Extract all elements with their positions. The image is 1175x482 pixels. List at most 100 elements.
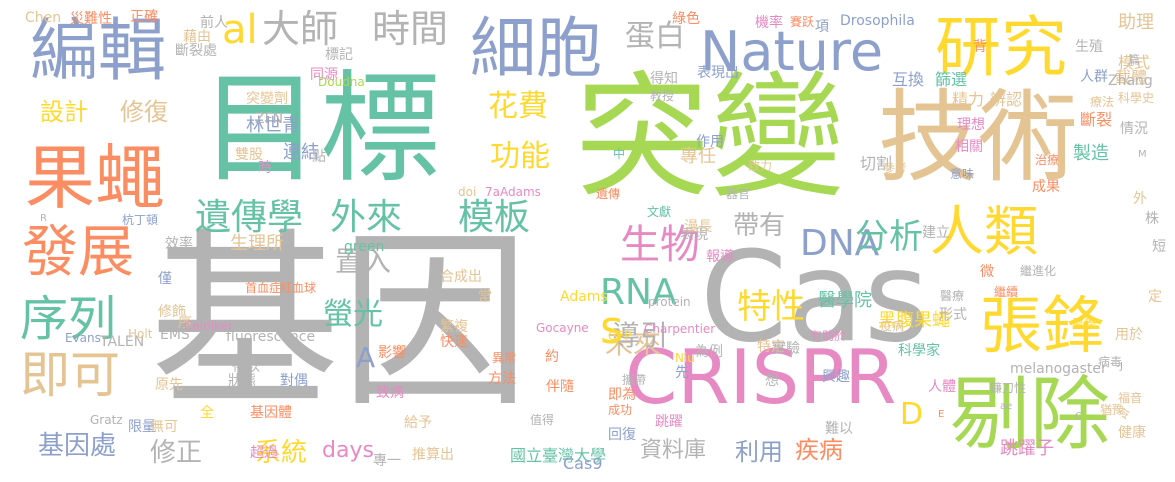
word-2: 技術 (878, 79, 1078, 196)
word-192: 篇 (1128, 53, 1141, 67)
word-174: 微 (980, 264, 994, 280)
word-90: 機率 (755, 15, 783, 31)
word-184: 疫病 (880, 319, 905, 333)
word-119: 跳躍 (655, 414, 683, 430)
word-96: 為例 (695, 344, 723, 360)
word-185: 病毒 (1098, 355, 1123, 369)
word-89: 載體 (1115, 68, 1148, 87)
word-187: 7aAdams (485, 185, 541, 199)
word-81: 推算出 (412, 447, 454, 463)
word-154: 有助於 (810, 329, 847, 343)
word-64: 繁複 (440, 319, 468, 335)
word-21: 時間 (372, 7, 449, 51)
word-98: 實驗 (772, 341, 800, 357)
word-175: 外 (1133, 191, 1147, 207)
word-138: 遺傳 (596, 187, 621, 201)
word-165: 科學史 (1118, 91, 1155, 105)
word-1: 突變 (575, 59, 845, 216)
word-5: 剔除 (950, 368, 1110, 461)
word-182: 紅血球 (280, 281, 317, 295)
word-78: 全 (200, 405, 214, 421)
word-169: 教授 (650, 89, 675, 103)
word-112: 僅 (158, 271, 172, 287)
word-41: 花費 (488, 89, 548, 124)
word-163: 情況 (1120, 121, 1148, 137)
word-193: M (1138, 149, 1147, 160)
word-147: Chen (25, 10, 62, 26)
word-69: Adams (560, 289, 608, 305)
word-94: 表現出 (697, 65, 739, 81)
word-82: 專一 (373, 453, 401, 469)
word-40: 修復 (120, 98, 168, 126)
word-159: 人群 (1080, 69, 1108, 85)
word-142: Charpentier (644, 322, 716, 336)
word-176: 株 (1145, 211, 1159, 227)
word-121: 成功 (608, 403, 633, 417)
word-15: 序列 (20, 291, 117, 347)
word-53: Drosophila (840, 13, 915, 29)
word-148: 災難性 (70, 11, 112, 27)
word-85: 篩選 (935, 70, 968, 89)
word-158: 健康 (1118, 425, 1146, 441)
word-150: 難以 (825, 421, 853, 437)
word-105: 致病 (376, 385, 404, 401)
word-43: 帶有 (733, 211, 786, 241)
word-170: 繼續 (994, 285, 1019, 299)
word-172: 背 (973, 39, 987, 55)
word-0: 基因 (150, 212, 531, 433)
word-198: ae (1000, 401, 1013, 412)
word-70: ZFN (255, 111, 284, 127)
word-168: 療法 (1090, 95, 1115, 109)
word-48: D (900, 397, 924, 432)
word-45: al (222, 7, 258, 53)
word-52: 跳躍子 (1000, 438, 1054, 459)
word-104: 伴隨 (546, 379, 574, 395)
word-157: 令 (1118, 407, 1131, 421)
word-102: 想 (765, 373, 779, 389)
word-54: 專任 (680, 146, 716, 167)
word-8: 細胞 (470, 10, 602, 87)
word-143: Celniker (184, 319, 233, 333)
word-115: green (344, 239, 385, 255)
word-9: CRISPR (625, 333, 897, 421)
word-113: 效率 (165, 236, 193, 252)
word-61: 突變劑 (246, 91, 288, 107)
word-114: 序 (178, 315, 192, 331)
word-164: 成果 (1032, 179, 1060, 195)
word-139: 中 (613, 147, 626, 161)
word-137: 文獻 (647, 205, 672, 219)
word-155: 人體 (928, 379, 956, 395)
word-140: Doudna (318, 75, 365, 89)
word-179: 醫療 (940, 289, 965, 303)
word-106: 影響 (378, 345, 406, 361)
word-28: 未來 (605, 327, 662, 360)
word-93: 得知 (650, 71, 678, 87)
word-73: fluorescence (226, 329, 316, 345)
word-171: 生殖 (1075, 39, 1103, 55)
word-30: 螢光 (323, 297, 383, 332)
word-111: 無可 (150, 419, 178, 435)
word-134: 器官 (726, 187, 751, 201)
word-33: 系統 (255, 438, 308, 468)
word-190: 猶豫 (1100, 403, 1125, 417)
word-18: 模板 (458, 197, 531, 238)
word-136: 致力 (748, 159, 773, 173)
word-124: 給予 (404, 415, 432, 431)
word-123: 值得 (530, 413, 555, 427)
word-152: 先 (675, 365, 689, 381)
word-46: s (600, 301, 624, 354)
word-122: 回復 (608, 427, 636, 443)
word-92: 綠色 (672, 11, 700, 27)
word-65: 快速 (440, 334, 468, 350)
word-80: 超過 (250, 445, 278, 461)
word-37: 利用 (735, 438, 783, 466)
word-32: 修正 (150, 438, 203, 468)
word-145: Holt (128, 327, 153, 341)
word-156: 福音 (1118, 391, 1143, 405)
word-27: RNA (600, 272, 677, 313)
word-35: 資料庫 (640, 438, 707, 463)
word-10: 張鋒 (980, 289, 1105, 362)
word-167: 醫學 (1072, 317, 1097, 331)
word-132: 表現 (680, 227, 708, 243)
